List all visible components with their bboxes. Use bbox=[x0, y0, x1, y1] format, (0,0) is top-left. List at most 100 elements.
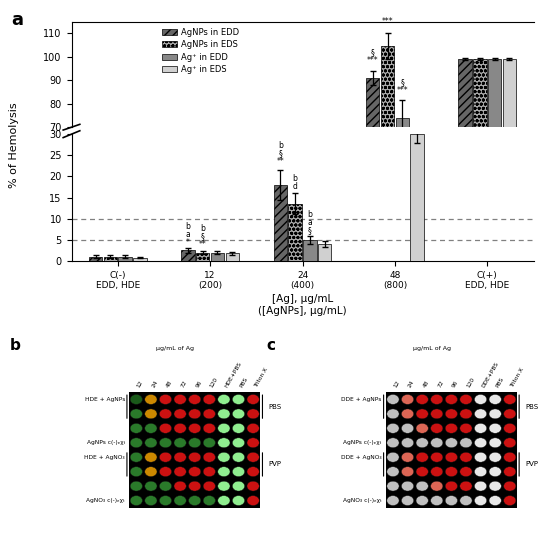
Circle shape bbox=[475, 409, 487, 419]
Circle shape bbox=[174, 423, 186, 433]
Circle shape bbox=[203, 423, 216, 433]
Circle shape bbox=[475, 467, 487, 477]
Circle shape bbox=[387, 438, 399, 448]
Circle shape bbox=[431, 394, 443, 405]
Circle shape bbox=[218, 438, 230, 448]
Circle shape bbox=[174, 481, 186, 491]
Circle shape bbox=[489, 423, 501, 433]
Circle shape bbox=[446, 423, 458, 433]
Circle shape bbox=[232, 452, 245, 462]
Circle shape bbox=[431, 481, 443, 491]
Circle shape bbox=[130, 423, 142, 433]
Bar bbox=[410, 134, 424, 261]
Circle shape bbox=[460, 467, 472, 477]
Circle shape bbox=[489, 495, 501, 506]
Circle shape bbox=[402, 495, 414, 506]
Circle shape bbox=[504, 467, 516, 477]
Bar bbox=[381, 46, 394, 292]
Text: μg/mL of Ag: μg/mL of Ag bbox=[156, 346, 194, 351]
Circle shape bbox=[431, 452, 443, 462]
Circle shape bbox=[475, 495, 487, 506]
Circle shape bbox=[130, 495, 142, 506]
Circle shape bbox=[130, 394, 142, 405]
Circle shape bbox=[247, 495, 259, 506]
Circle shape bbox=[160, 452, 172, 462]
Text: PVP: PVP bbox=[268, 462, 282, 468]
Circle shape bbox=[475, 438, 487, 448]
Text: μg/mL of Ag: μg/mL of Ag bbox=[412, 346, 450, 351]
Bar bbox=[366, 78, 379, 292]
Circle shape bbox=[460, 452, 472, 462]
Circle shape bbox=[416, 409, 428, 419]
Circle shape bbox=[387, 423, 399, 433]
Circle shape bbox=[504, 409, 516, 419]
Bar bbox=[503, 59, 516, 292]
Text: 120: 120 bbox=[210, 377, 219, 389]
Circle shape bbox=[489, 394, 501, 405]
Circle shape bbox=[189, 495, 201, 506]
Circle shape bbox=[203, 394, 216, 405]
Circle shape bbox=[387, 481, 399, 491]
Circle shape bbox=[460, 423, 472, 433]
Circle shape bbox=[431, 438, 443, 448]
Circle shape bbox=[218, 423, 230, 433]
Text: PVP: PVP bbox=[525, 462, 538, 468]
Circle shape bbox=[232, 481, 245, 491]
Circle shape bbox=[145, 495, 157, 506]
Circle shape bbox=[387, 409, 399, 419]
Circle shape bbox=[232, 394, 245, 405]
Circle shape bbox=[145, 423, 157, 433]
Circle shape bbox=[189, 481, 201, 491]
Text: DDE + AgNPs: DDE + AgNPs bbox=[341, 397, 382, 402]
Circle shape bbox=[402, 452, 414, 462]
Circle shape bbox=[475, 452, 487, 462]
Circle shape bbox=[504, 423, 516, 433]
Text: DDE + AgNO₃: DDE + AgNO₃ bbox=[341, 455, 382, 459]
Circle shape bbox=[475, 394, 487, 405]
Bar bbox=[395, 118, 409, 292]
Circle shape bbox=[446, 452, 458, 462]
Circle shape bbox=[189, 423, 201, 433]
Circle shape bbox=[130, 481, 142, 491]
Circle shape bbox=[189, 409, 201, 419]
Bar bbox=[118, 257, 132, 261]
Text: §
***: § *** bbox=[367, 48, 378, 65]
Circle shape bbox=[446, 495, 458, 506]
Circle shape bbox=[416, 423, 428, 433]
Circle shape bbox=[232, 467, 245, 477]
Circle shape bbox=[460, 481, 472, 491]
Circle shape bbox=[387, 467, 399, 477]
Circle shape bbox=[232, 423, 245, 433]
Text: b: b bbox=[10, 338, 21, 353]
Circle shape bbox=[203, 409, 216, 419]
Text: b
a
*: b a * bbox=[185, 222, 190, 246]
Circle shape bbox=[402, 467, 414, 477]
Circle shape bbox=[189, 452, 201, 462]
Circle shape bbox=[416, 495, 428, 506]
Circle shape bbox=[247, 438, 259, 448]
Circle shape bbox=[489, 467, 501, 477]
Circle shape bbox=[160, 409, 172, 419]
Bar bbox=[129, 392, 260, 508]
Text: b
§
**: b § ** bbox=[277, 141, 284, 166]
Circle shape bbox=[232, 438, 245, 448]
Circle shape bbox=[130, 452, 142, 462]
Text: PBS: PBS bbox=[525, 404, 538, 409]
Circle shape bbox=[247, 394, 259, 405]
Text: PBS: PBS bbox=[495, 377, 505, 389]
Circle shape bbox=[232, 495, 245, 506]
Bar bbox=[386, 392, 517, 508]
Circle shape bbox=[504, 495, 516, 506]
Bar bbox=[133, 258, 146, 261]
Text: AgNO₃ c(-)ₑχₜ: AgNO₃ c(-)ₑχₜ bbox=[86, 498, 125, 503]
Text: 72: 72 bbox=[437, 380, 445, 389]
Circle shape bbox=[130, 438, 142, 448]
Circle shape bbox=[174, 438, 186, 448]
Circle shape bbox=[218, 467, 230, 477]
Circle shape bbox=[174, 394, 186, 405]
Circle shape bbox=[160, 394, 172, 405]
Text: 12: 12 bbox=[136, 380, 144, 389]
Circle shape bbox=[460, 438, 472, 448]
Text: 48: 48 bbox=[166, 380, 174, 389]
Text: b
d: b d bbox=[293, 174, 298, 191]
